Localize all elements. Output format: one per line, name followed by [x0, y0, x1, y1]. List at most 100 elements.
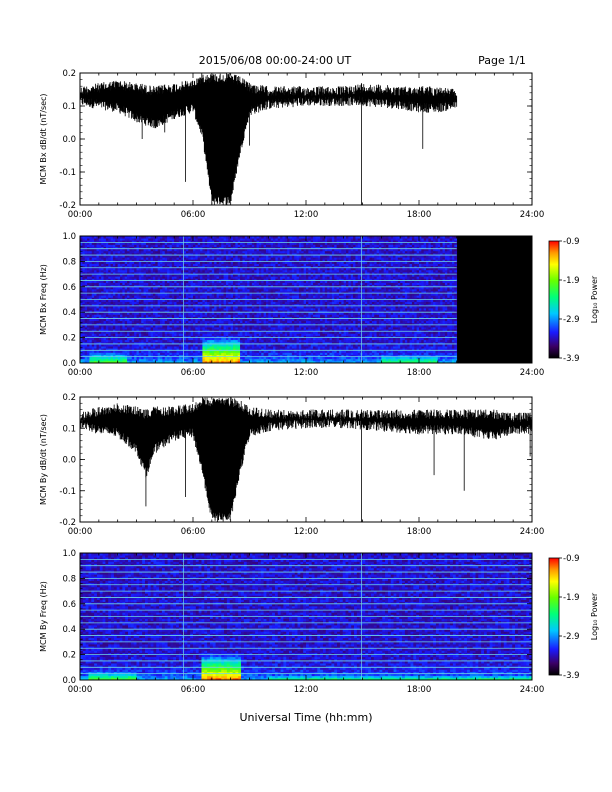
spectrogram-cell: [84, 291, 88, 294]
spectrogram-cell: [136, 278, 140, 281]
spectrogram-cell: [117, 238, 121, 241]
spectrogram-cell: [94, 303, 97, 307]
spectrogram-cell: [105, 307, 109, 311]
spectrogram-cell: [112, 280, 116, 283]
spectrogram-cell: [84, 305, 88, 309]
spectrogram-cell: [94, 288, 97, 292]
spectrogram-cell: [160, 310, 163, 313]
spectrogram-cell: [143, 324, 147, 328]
spectrogram-cell: [155, 305, 159, 309]
spectrogram-cell: [148, 291, 152, 294]
spectrogram-cell: [105, 265, 109, 269]
spectrogram-cell: [112, 236, 116, 239]
spectrogram-cell: [96, 291, 100, 294]
spectrogram-cell: [138, 240, 142, 243]
spectrogram-cell: [82, 305, 86, 309]
spectrogram-cell: [117, 263, 121, 267]
spectrogram-cell: [127, 358, 130, 362]
spectrogram-cell: [96, 316, 100, 319]
spectrogram-cell: [127, 276, 130, 279]
spectrogram-cell: [101, 312, 104, 315]
spectrogram-cell: [162, 244, 166, 247]
spectrogram-cell: [122, 242, 126, 245]
spectrogram-cell: [96, 246, 100, 250]
spectrogram-cell: [117, 356, 121, 360]
spectrogram-cell: [120, 360, 123, 364]
spectrogram-cell: [155, 284, 159, 288]
spectrogram-cell: [96, 331, 100, 334]
spectrogram-cell: [80, 358, 83, 362]
spectrogram-cell: [87, 299, 90, 303]
spectrogram-cell: [117, 314, 121, 317]
spectrogram-cell: [117, 348, 121, 351]
spectrogram-cell: [160, 352, 163, 355]
spectrogram-cell: [115, 244, 119, 247]
spectrogram-cell: [143, 269, 147, 273]
spectrogram-cell: [91, 284, 95, 288]
spectrogram-cell: [110, 337, 114, 341]
spectrogram-cell: [124, 265, 128, 269]
spectrogram-cell: [108, 261, 111, 264]
spectrogram-cell: [115, 324, 119, 328]
spectrogram-cell: [110, 244, 114, 247]
spectrogram-cell: [105, 322, 109, 326]
spectrogram-cell: [112, 265, 116, 269]
spectrogram-cell: [131, 263, 135, 267]
spectrogram-cell: [148, 352, 152, 355]
spectrogram-cell: [145, 346, 149, 349]
spectrogram-cell: [127, 297, 130, 300]
spectrogram-cell: [127, 331, 130, 334]
spectrogram-cell: [115, 269, 119, 273]
spectrogram-cell: [91, 335, 95, 338]
panel-2: 00:00 06:00 12:00 18:00 24:001.00.80.60.40.2…: [39, 232, 599, 378]
spectrogram-cell: [103, 358, 107, 362]
spectrogram-cell: [129, 274, 133, 277]
spectrogram-cell: [160, 242, 163, 245]
spectrogram-cell: [145, 337, 149, 341]
spectrogram-cell: [82, 255, 86, 258]
spectrogram-cell: [80, 267, 83, 271]
spectrogram-cell: [148, 244, 152, 247]
spectrogram-cell: [120, 267, 123, 271]
spectrogram-cell: [152, 350, 156, 353]
spectrogram-cell: [129, 331, 133, 334]
spectrogram-cell: [108, 267, 111, 271]
spectrogram-cell: [108, 322, 111, 326]
spectrogram-cell: [164, 343, 168, 347]
spectrogram-cell: [122, 356, 126, 360]
spectrogram-cell: [89, 274, 93, 277]
spectrogram-cell: [141, 307, 144, 311]
spectrogram-cell: [87, 333, 90, 336]
spectrogram-cell: [112, 327, 116, 330]
spectrogram-cell: [148, 307, 152, 311]
spectrogram-cell: [157, 358, 161, 362]
spectrogram-cell: [150, 255, 154, 258]
spectrogram-cell: [129, 358, 133, 362]
spectrogram-cell: [82, 276, 86, 279]
spectrogram-cell: [87, 331, 90, 334]
spectrogram-cell: [87, 274, 90, 277]
spectrogram-cell: [98, 265, 102, 269]
spectrogram-cell: [103, 242, 107, 245]
spectrogram-cell: [143, 333, 147, 336]
spectrogram-cell: [80, 335, 83, 338]
spectrogram-cell: [89, 333, 93, 336]
spectrogram-cell: [152, 318, 156, 322]
spectrogram-cell: [145, 327, 149, 330]
spectrogram-cell: [152, 238, 156, 241]
spectrogram-cell: [131, 320, 135, 324]
spectrogram-cell: [108, 238, 111, 241]
spectrogram-cell: [160, 335, 163, 338]
spectrogram-cell: [115, 250, 119, 254]
spectrogram-cell: [152, 240, 156, 243]
spectrogram-cell: [122, 329, 126, 332]
spectrogram-cell: [96, 341, 100, 345]
spectrogram-cell: [96, 320, 100, 324]
spectrogram-cell: [134, 329, 137, 332]
spectrogram-cell: [134, 267, 137, 271]
spectrogram-cell: [150, 310, 154, 313]
spectrogram-cell: [141, 314, 144, 317]
spectrogram-cell: [143, 312, 147, 315]
spectrogram-cell: [134, 335, 137, 338]
spectrogram-cell: [150, 356, 154, 360]
